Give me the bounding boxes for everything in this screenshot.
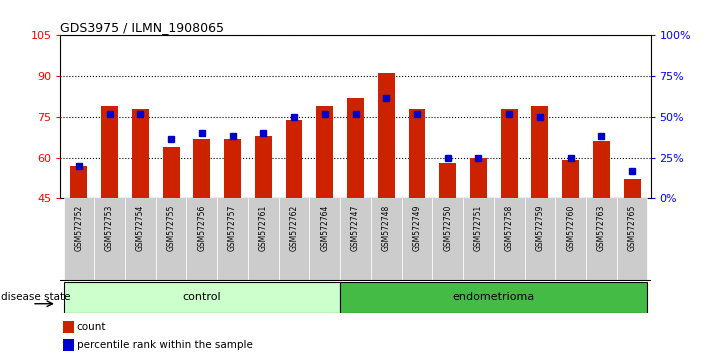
- Bar: [494, 198, 525, 281]
- Text: endometrioma: endometrioma: [453, 292, 535, 302]
- Text: GSM572760: GSM572760: [566, 205, 575, 251]
- Bar: [156, 198, 186, 281]
- Bar: [562, 160, 579, 198]
- Text: GSM572755: GSM572755: [166, 205, 176, 251]
- Bar: [347, 98, 364, 198]
- Bar: [63, 198, 95, 281]
- Bar: [125, 198, 156, 281]
- Text: GSM572757: GSM572757: [228, 205, 237, 251]
- Bar: [248, 198, 279, 281]
- Bar: [555, 198, 586, 281]
- Bar: [255, 136, 272, 198]
- Bar: [316, 106, 333, 198]
- Text: GSM572762: GSM572762: [289, 205, 299, 251]
- Text: GSM572749: GSM572749: [412, 205, 422, 251]
- Bar: [101, 106, 118, 198]
- Text: GSM572764: GSM572764: [320, 205, 329, 251]
- Bar: [132, 109, 149, 198]
- Text: count: count: [77, 322, 106, 332]
- Text: GSM572751: GSM572751: [474, 205, 483, 251]
- Text: GSM572765: GSM572765: [628, 205, 636, 251]
- Text: control: control: [183, 292, 221, 302]
- Bar: [286, 120, 302, 198]
- Text: GSM572763: GSM572763: [597, 205, 606, 251]
- Bar: [402, 198, 432, 281]
- Bar: [340, 282, 648, 313]
- Bar: [470, 158, 487, 198]
- Bar: [439, 163, 456, 198]
- Text: GDS3975 / ILMN_1908065: GDS3975 / ILMN_1908065: [60, 21, 225, 34]
- Bar: [501, 109, 518, 198]
- Text: GSM572756: GSM572756: [198, 205, 206, 251]
- Bar: [586, 198, 616, 281]
- Bar: [279, 198, 309, 281]
- Bar: [63, 339, 74, 351]
- Text: GSM572748: GSM572748: [382, 205, 391, 251]
- Bar: [593, 141, 610, 198]
- Bar: [224, 138, 241, 198]
- Bar: [340, 198, 371, 281]
- Text: GSM572753: GSM572753: [105, 205, 114, 251]
- Bar: [193, 138, 210, 198]
- Bar: [63, 321, 74, 333]
- Text: GSM572759: GSM572759: [535, 205, 545, 251]
- Text: disease state: disease state: [1, 292, 71, 302]
- Bar: [217, 198, 248, 281]
- Bar: [309, 198, 340, 281]
- Bar: [624, 179, 641, 198]
- Bar: [95, 198, 125, 281]
- Text: GSM572752: GSM572752: [75, 205, 83, 251]
- Text: GSM572750: GSM572750: [443, 205, 452, 251]
- Bar: [525, 198, 555, 281]
- Bar: [409, 109, 425, 198]
- Text: GSM572761: GSM572761: [259, 205, 268, 251]
- Text: percentile rank within the sample: percentile rank within the sample: [77, 340, 252, 350]
- Bar: [63, 282, 340, 313]
- Text: GSM572747: GSM572747: [351, 205, 360, 251]
- Text: GSM572758: GSM572758: [505, 205, 513, 251]
- Bar: [616, 198, 648, 281]
- Bar: [70, 166, 87, 198]
- Bar: [378, 73, 395, 198]
- Bar: [371, 198, 402, 281]
- Bar: [163, 147, 180, 198]
- Bar: [432, 198, 463, 281]
- Bar: [463, 198, 494, 281]
- Bar: [186, 198, 217, 281]
- Text: GSM572754: GSM572754: [136, 205, 145, 251]
- Bar: [531, 106, 548, 198]
